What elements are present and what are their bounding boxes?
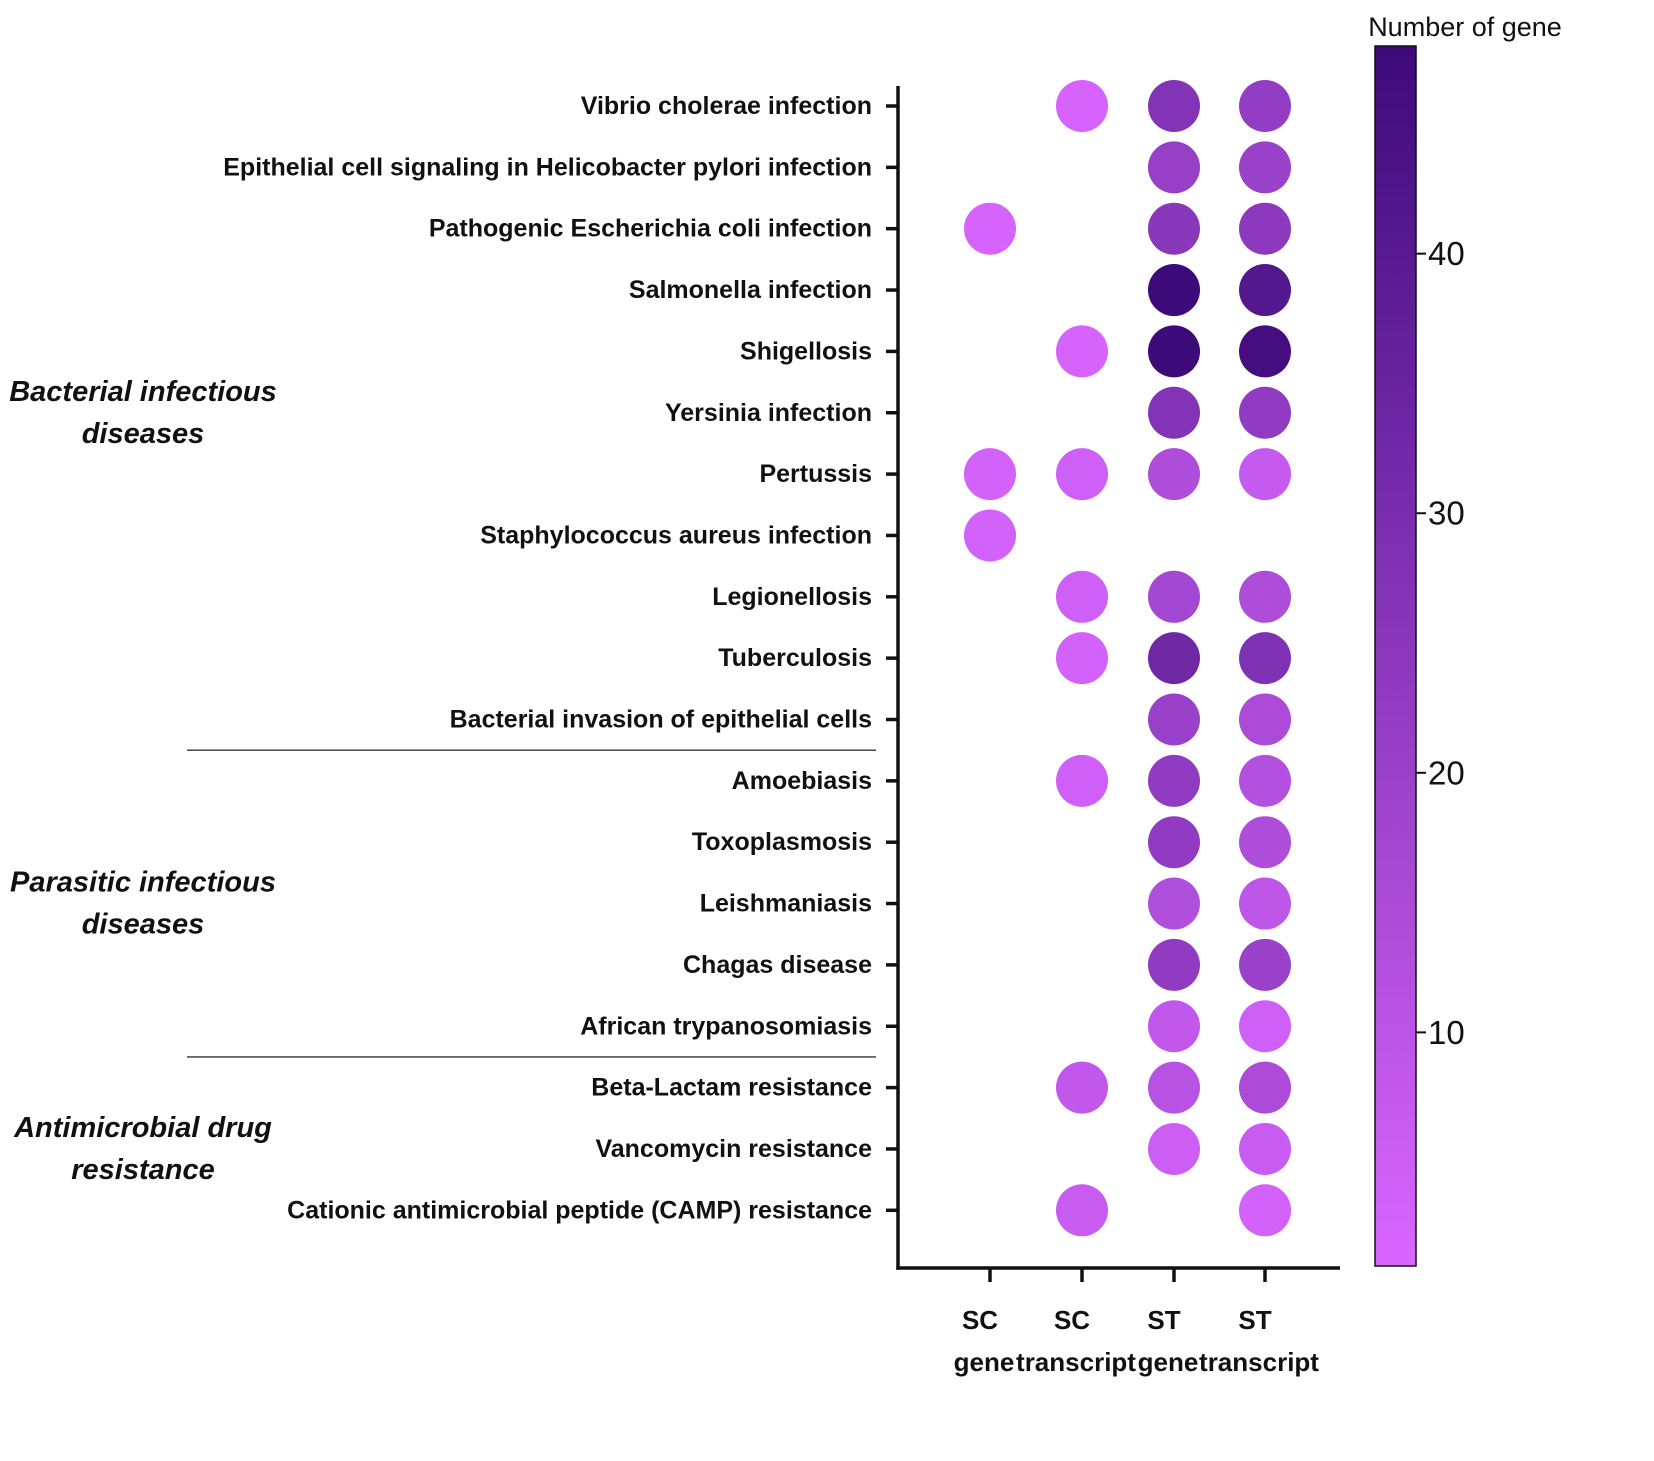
bubble [1148,816,1200,869]
group-label-line1: Bacterial infectious [9,376,277,408]
group-separators [187,749,876,1058]
row-label: Cationic antimicrobial peptide (CAMP) re… [287,1196,872,1224]
bubble [964,509,1016,562]
bubble [1239,570,1291,623]
x-axis-ticks [988,1268,1267,1282]
bubble [1056,325,1108,378]
bubble [1239,754,1291,807]
bubble [1239,877,1291,930]
bubble [1148,202,1200,255]
bubble [1148,1122,1200,1175]
row-label: Legionellosis [712,583,872,611]
row-label: Shigellosis [740,337,872,365]
row-label: Amoebiasis [732,767,872,795]
bubble [1239,938,1291,991]
group-labels: Bacterial infectious diseases Parasitic in… [9,376,277,1186]
bubble [1148,448,1200,501]
bubble [1056,80,1108,132]
bubble [1148,754,1200,807]
bubble [1056,632,1108,685]
row-label: Leishmaniasis [700,890,872,918]
column-label-line1: SC [962,1305,998,1335]
row-label: Bacterial invasion of epithelial cells [450,706,872,734]
colorbar-tick-label: 10 [1428,1014,1465,1051]
row-label: Staphylococcus aureus infection [480,521,872,549]
colorbar-tick-label: 40 [1428,235,1465,272]
bubble [1148,632,1200,685]
bubble [1056,754,1108,807]
group-label-line2: diseases [82,418,205,450]
group-label-line1: Parasitic infectious [10,867,276,899]
bubble [1239,141,1291,194]
bubble [1148,141,1200,194]
colorbar-ticks: 10 20 30 40 [1416,235,1465,1051]
bubble [1239,1122,1291,1175]
row-label: Yersinia infection [665,399,872,427]
bubble [1148,264,1200,317]
bubble [1148,325,1200,378]
bubble [1239,202,1291,255]
bubble [1148,938,1200,991]
row-label: Vibrio cholerae infection [581,92,872,120]
bubble [1148,1000,1200,1053]
bubble [1056,1184,1108,1237]
colorbar: Number of gene 10 20 30 40 [1368,12,1562,1267]
column-label-line2: transcript [1016,1347,1136,1377]
bubble [1148,570,1200,623]
bubble [1239,816,1291,869]
bubble [1056,1061,1108,1114]
bubble [1239,386,1291,439]
bubble [1239,448,1291,501]
row-label: Salmonella infection [629,276,872,304]
column-labels: SC gene SC transcript ST gene ST transcript [954,1305,1320,1377]
bubble [1239,693,1291,746]
row-label: African trypanosomiasis [580,1012,872,1040]
bubbles [964,80,1291,1237]
bubble [1148,877,1200,930]
group-label-line1: Antimicrobial drug [13,1112,272,1144]
colorbar-tick-label: 30 [1428,495,1465,532]
bubble [1239,1061,1291,1114]
colorbar-tick-label: 20 [1428,754,1465,791]
bubble [1148,1061,1200,1114]
column-label-line1: ST [1238,1305,1271,1335]
bubble [1239,1000,1291,1053]
row-label: Pathogenic Escherichia coli infection [429,215,872,243]
bubble [1239,632,1291,685]
bubble [1239,80,1291,132]
column-label-line2: transcript [1199,1347,1319,1377]
bubble [1148,80,1200,132]
row-label: Tuberculosis [718,644,872,672]
bubble [1056,448,1108,501]
group-label-line2: resistance [71,1154,215,1186]
bubble [1239,1184,1291,1237]
row-label: Beta-Lactam resistance [591,1074,872,1102]
row-label: Epithelial cell signaling in Helicobacte… [223,153,872,181]
bubble [964,202,1016,255]
column-label-line2: gene [1138,1347,1199,1377]
colorbar-title: Number of gene [1368,12,1562,42]
row-labels: Vibrio cholerae infection Epithelial cell… [223,92,872,1224]
column-label-line1: SC [1054,1305,1090,1335]
bubble [1148,386,1200,439]
row-label: Pertussis [759,460,872,488]
column-label-line1: ST [1147,1305,1180,1335]
bubble [1239,325,1291,378]
column-label-line2: gene [954,1347,1015,1377]
row-label: Chagas disease [683,951,872,979]
row-label: Toxoplasmosis [692,828,872,856]
group-label-line2: diseases [82,909,205,941]
bubble [964,448,1016,501]
bubble [1056,570,1108,623]
bubble [1239,264,1291,317]
y-axis-ticks [886,104,898,1213]
row-label: Vancomycin resistance [595,1135,872,1163]
bubble [1148,693,1200,746]
colorbar-gradient [1374,45,1417,1267]
